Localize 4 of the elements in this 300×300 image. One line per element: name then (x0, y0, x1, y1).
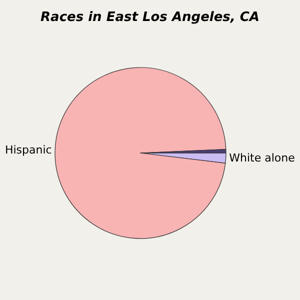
pie-slice (54, 67, 226, 239)
chart-title: Races in East Los Angeles, CA (40, 10, 260, 26)
slice-label: White alone (229, 152, 296, 165)
slice-label: Hispanic (4, 143, 52, 156)
